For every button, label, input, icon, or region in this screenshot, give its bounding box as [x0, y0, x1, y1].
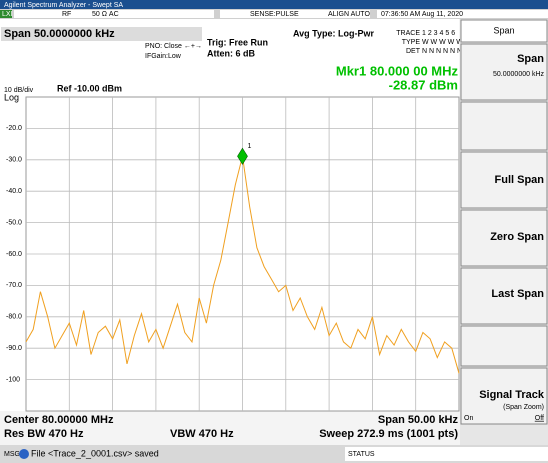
softkey-sublabel: (Span Zoom): [503, 404, 544, 411]
y-tick-label: -70.0: [6, 282, 22, 289]
status-impedance: 50 Ω AC: [92, 11, 119, 18]
pno: PNO: Close ←+→: [145, 43, 202, 50]
softkey-blank: [460, 325, 548, 367]
info-icon: [19, 449, 29, 459]
y-tick-label: -80.0: [6, 314, 22, 321]
trace-row-value: 1 2 3 4 5 6: [422, 30, 455, 37]
status-rf: RF: [62, 11, 71, 18]
marker-number: 1: [248, 143, 252, 150]
y-tick-label: -100: [6, 376, 20, 383]
avg-type: Avg Type: Log-Pwr: [293, 28, 374, 38]
trace-row-label: TRACE: [396, 30, 420, 37]
y-tick-label: -30.0: [6, 157, 22, 164]
trace-row-label: DET: [406, 48, 421, 55]
status-align: ALIGN AUTO: [328, 11, 370, 18]
scale-per-div: 10 dB/div: [4, 87, 34, 94]
graticule: 1: [25, 96, 460, 412]
span-readout: Span 50.0000000 kHz: [4, 28, 115, 40]
softkey-panel: Span Span 50.0000000 kHz Full Span Zero …: [460, 19, 548, 445]
marker-level: -28.87 dBm: [389, 77, 458, 92]
softkey-value: 50.0000000 kHz: [493, 71, 544, 78]
softkey-label: Signal Track: [479, 389, 545, 401]
softkey-label: Last Span: [491, 288, 544, 300]
status-time: 07:36:50 AM Aug 11, 2020: [381, 11, 463, 18]
softkey-label: Full Span: [495, 174, 545, 186]
softkey[interactable]: [460, 151, 548, 209]
status-label: STATUS: [348, 451, 375, 458]
trig: Trig: Free Run: [207, 37, 268, 47]
center-freq: Center 80.00000 MHz: [4, 414, 114, 426]
y-tick-label: -90.0: [6, 345, 22, 352]
softkey-option: Off: [535, 415, 544, 422]
trace-row-label: TYPE: [402, 39, 421, 46]
status-cell: [14, 10, 214, 18]
softkey-label: Zero Span: [490, 231, 544, 243]
title-bar: [0, 0, 548, 9]
softkey[interactable]: [460, 267, 548, 325]
status-cell: [377, 10, 548, 18]
msg-label: MSG: [4, 451, 20, 458]
softkey-option: On: [464, 415, 473, 422]
softkey-blank: [460, 101, 548, 151]
y-tick-label: -60.0: [6, 251, 22, 258]
ifgain: IFGain:Low: [145, 53, 182, 60]
status-sense: SENSE:PULSE: [250, 11, 299, 18]
menu-title: Span: [493, 25, 514, 35]
span-box: [1, 27, 202, 41]
softkey-label: Span: [517, 53, 544, 65]
trace-row-value: N N N N N N: [422, 48, 462, 55]
marker: [237, 147, 248, 165]
status-cell: [220, 10, 370, 18]
title-text: Agilent Spectrum Analyzer - Swept SA: [4, 2, 123, 9]
lxi-badge: [0, 10, 12, 18]
status-field: [345, 447, 548, 461]
softkey[interactable]: [460, 43, 548, 101]
res-bw: Res BW 470 Hz: [4, 428, 84, 440]
sweep: Sweep 272.9 ms (1001 pts): [319, 428, 458, 440]
atten: Atten: 6 dB: [207, 48, 255, 58]
footer-span: Span 50.00 kHz: [378, 414, 459, 426]
softkey[interactable]: [460, 209, 548, 267]
trace-row-value: W W W W W W: [422, 39, 472, 46]
softkey[interactable]: [460, 367, 548, 425]
status-lxi: LXI: [2, 11, 13, 18]
scale-mode: Log: [4, 92, 19, 102]
vbw: VBW 470 Hz: [170, 428, 234, 440]
y-tick-label: -50.0: [6, 219, 22, 226]
marker-frequency: Mkr1 80.000 00 MHz: [336, 63, 459, 78]
y-tick-label: -40.0: [6, 188, 22, 195]
message-text: File <Trace_2_0001.csv> saved: [31, 448, 159, 458]
y-tick-label: -20.0: [6, 125, 22, 132]
ref-level: Ref -10.00 dBm: [57, 83, 122, 93]
menu-title-box: [460, 19, 548, 43]
